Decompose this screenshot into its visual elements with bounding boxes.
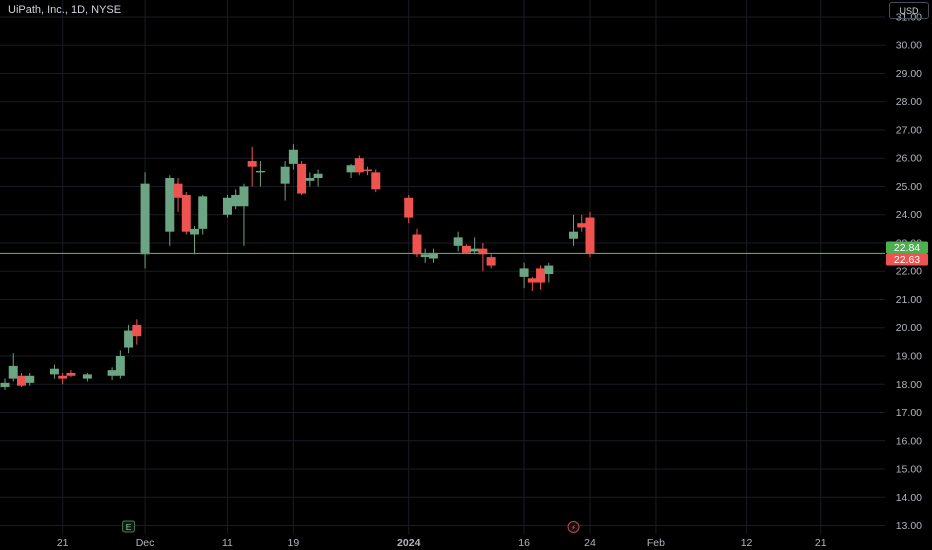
candle-body [453, 237, 463, 246]
y-tick-label: 30.00 [896, 40, 922, 52]
y-tick-label: 24.00 [896, 209, 922, 221]
candle-body [132, 324, 142, 337]
x-tick-label: 21 [57, 537, 69, 549]
y-tick-label: 20.00 [896, 322, 922, 334]
y-tick-label: 16.00 [896, 435, 922, 447]
x-tick-label: 19 [288, 537, 300, 549]
dividend-marker [567, 521, 580, 533]
candle-body [577, 223, 587, 228]
candle-body [363, 169, 373, 171]
x-tick-label: 16 [518, 537, 530, 549]
candle-body [569, 231, 579, 239]
earnings-marker-label: E [126, 522, 132, 532]
candle-body [173, 183, 183, 198]
candle-body [115, 356, 125, 376]
candle-body [255, 170, 265, 173]
candle-body [527, 278, 537, 283]
candle-body [25, 375, 35, 383]
candle-body [58, 375, 68, 379]
dividend-marker-label: ⚡ [571, 524, 576, 532]
candle-body [412, 234, 422, 255]
candle-body [247, 161, 257, 167]
earnings-marker [122, 520, 136, 533]
x-tick-label: Dec [136, 537, 155, 549]
y-tick-label: 25.00 [896, 181, 922, 193]
candle-body [470, 248, 480, 252]
price-label-text: 22.84 [894, 242, 920, 254]
candle-body [420, 254, 430, 258]
candle-body [198, 196, 208, 229]
candle-body [478, 248, 488, 255]
candle-body [404, 197, 414, 218]
currency-button[interactable]: USD [889, 2, 929, 19]
candle-body [165, 178, 175, 232]
candle-body [313, 173, 323, 178]
candle-body [486, 257, 496, 266]
x-tick-label: 11 [222, 537, 233, 549]
x-tick-label: 21 [815, 537, 827, 549]
candle-body [428, 252, 438, 259]
candle-body [49, 368, 59, 375]
symbol-title: UiPath, Inc., 1D, NYSE [8, 4, 122, 16]
y-tick-label: 22.00 [896, 266, 922, 278]
candle-body [190, 228, 200, 235]
y-tick-label: 27.00 [896, 124, 922, 136]
x-tick-label: Feb [647, 537, 665, 549]
candle-body [288, 149, 298, 164]
y-tick-label: 26.00 [896, 153, 922, 165]
x-tick-label: 24 [584, 537, 596, 549]
y-tick-label: 29.00 [896, 68, 922, 80]
candle-body [346, 165, 356, 173]
y-tick-label: 13.00 [896, 520, 922, 532]
x-tick-label: 2024 [397, 537, 421, 549]
candle-body [107, 370, 117, 376]
candle-body [66, 372, 76, 376]
candle-body [82, 374, 92, 379]
y-tick-label: 14.00 [896, 492, 922, 504]
candle-body [536, 268, 546, 283]
candle-body [280, 166, 290, 184]
y-tick-label: 28.00 [896, 96, 922, 108]
candle-body [181, 194, 191, 232]
candle-body [140, 183, 150, 255]
candle-body [297, 163, 307, 194]
candle-body [544, 265, 554, 275]
price-label-badge [886, 241, 928, 254]
candle-body [354, 158, 364, 173]
candle-body [0, 382, 10, 388]
candle-body [222, 197, 232, 215]
candle-body [231, 194, 241, 207]
candle-body [305, 178, 315, 181]
candle-body [8, 365, 18, 379]
candle-body [585, 217, 595, 254]
candle-body [519, 268, 529, 277]
candle-body [371, 172, 381, 190]
candle-body [124, 330, 134, 348]
y-tick-label: 17.00 [896, 407, 922, 419]
y-tick-label: 19.00 [896, 351, 922, 363]
candle-body [461, 245, 471, 253]
price-label-badge [886, 253, 928, 266]
y-tick-label: 31.00 [896, 11, 922, 23]
y-tick-label: 21.00 [896, 294, 922, 306]
price-label-text: 22.63 [894, 254, 920, 266]
y-tick-label: 18.00 [896, 379, 922, 391]
y-tick-label: 15.00 [896, 464, 922, 476]
x-tick-label: 12 [741, 537, 753, 549]
candle-body [239, 186, 249, 207]
candle-body [16, 375, 26, 386]
